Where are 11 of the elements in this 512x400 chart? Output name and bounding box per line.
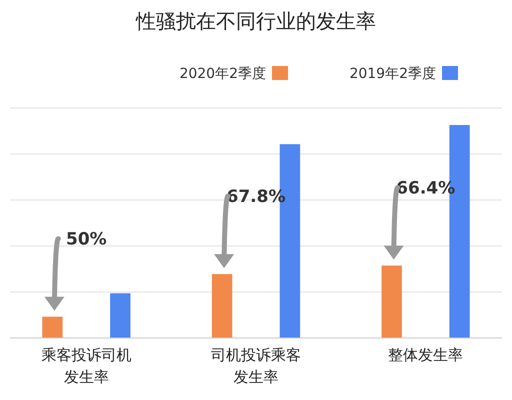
bar	[110, 293, 130, 338]
bar	[212, 274, 232, 338]
bar	[42, 316, 63, 338]
annotation: 50%	[66, 230, 107, 250]
x-tick-label: 司机投诉乘客发生率	[211, 346, 301, 386]
legend-label: 2020年2季度	[179, 66, 266, 82]
bar	[382, 266, 402, 338]
x-tick-label: 乘客投诉司机发生率	[41, 346, 132, 386]
legend-label: 2019年2季度	[349, 66, 436, 82]
chart-title: 性骚扰在不同行业的发生率	[135, 9, 376, 33]
x-tick-label: 整体发生率	[388, 346, 464, 364]
